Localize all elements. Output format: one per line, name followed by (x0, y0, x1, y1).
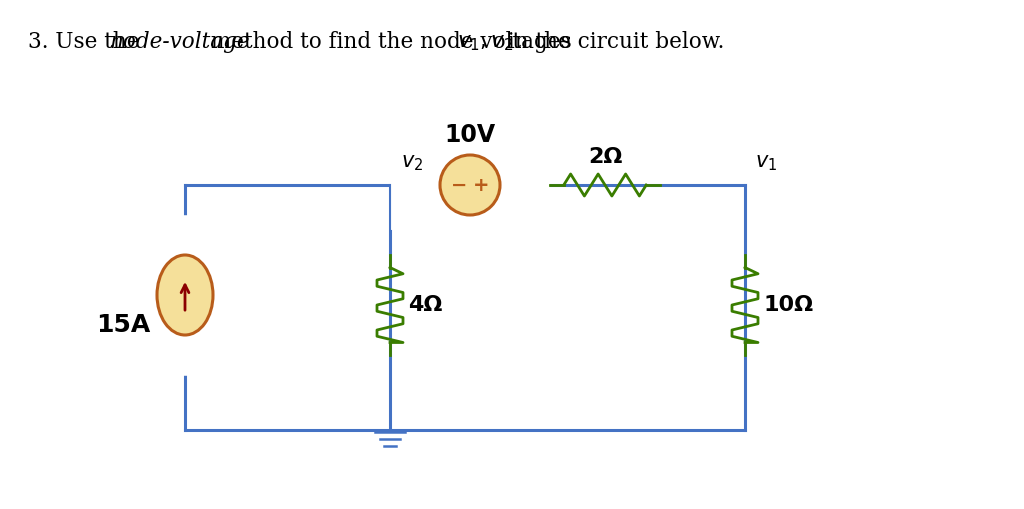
Text: node-voltage: node-voltage (110, 31, 251, 53)
Text: method to find the node voltages: method to find the node voltages (204, 31, 579, 53)
Text: 10V: 10V (444, 123, 496, 147)
Text: +: + (473, 176, 489, 194)
Text: −: − (451, 176, 467, 194)
Text: method to find the node voltages: method to find the node voltages (204, 31, 579, 53)
Text: 3. Use the: 3. Use the (28, 31, 146, 53)
Text: $v_2$: $v_2$ (400, 153, 423, 173)
Text: 4Ω: 4Ω (408, 295, 442, 315)
Text: node-voltage: node-voltage (110, 31, 251, 53)
Text: $v_1$: $v_1$ (755, 153, 777, 173)
Text: 10Ω: 10Ω (763, 295, 813, 315)
Text: 3. Use the: 3. Use the (28, 31, 146, 53)
Ellipse shape (440, 155, 500, 215)
Ellipse shape (157, 255, 213, 335)
Text: $v_1, v_2$: $v_1, v_2$ (457, 31, 513, 53)
Text: 15A: 15A (96, 313, 151, 337)
Text: in the circuit below.: in the circuit below. (501, 31, 725, 53)
Text: 2Ω: 2Ω (588, 147, 623, 167)
